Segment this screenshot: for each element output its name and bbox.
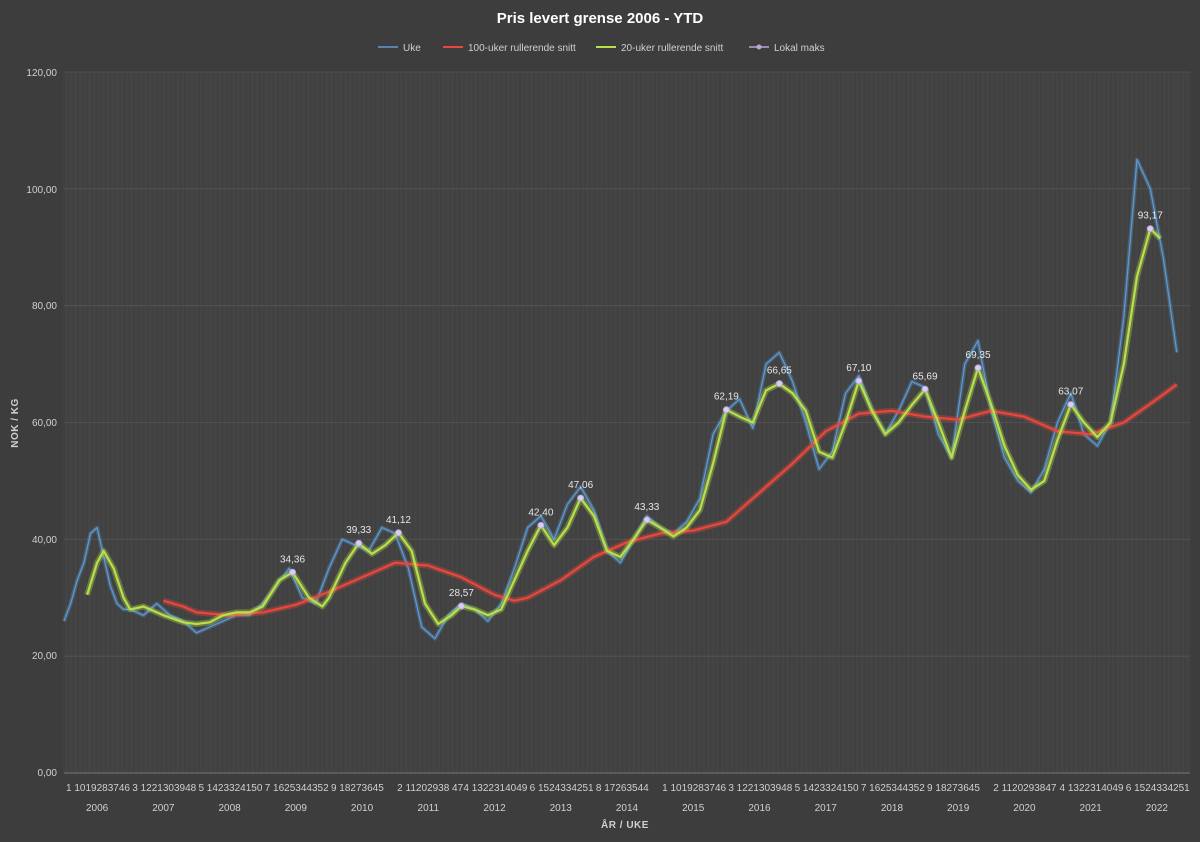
x-axis: 1 1019283746 3 1221303948 5 1423324150 7 16… — [66, 783, 1190, 831]
series-layer — [62, 157, 1179, 641]
year-label: 2013 — [550, 803, 573, 814]
y-tick-label: 80,00 — [32, 301, 57, 312]
y-tick-label: 40,00 — [32, 535, 57, 546]
series-line-2 — [86, 227, 1161, 626]
year-label: 2021 — [1080, 803, 1103, 814]
local-max-label: 62,19 — [714, 392, 739, 403]
local-max-marker — [722, 406, 730, 414]
local-max-marker — [394, 529, 402, 537]
week-tick-label: 4 1322314049 — [1060, 783, 1124, 794]
local-max-label: 66,65 — [767, 366, 792, 377]
year-label: 2018 — [881, 803, 904, 814]
local-max-marker — [1067, 401, 1075, 409]
week-tick-label: 2 11202938 47 — [397, 783, 463, 794]
year-label: 2020 — [1013, 803, 1036, 814]
week-tick-label: 9 18273645 — [927, 783, 980, 794]
local-max-marker — [775, 380, 783, 388]
local-max-label: 28,57 — [449, 588, 474, 599]
y-axis-title: NOK / KG — [10, 398, 21, 448]
year-label: 2008 — [218, 803, 241, 814]
local-max-marker — [289, 568, 297, 576]
local-max-marker — [355, 539, 363, 547]
year-label: 2015 — [682, 803, 705, 814]
year-label: 2012 — [483, 803, 506, 814]
y-tick-label: 0,00 — [38, 768, 58, 779]
week-tick-label: 3 1221303948 — [728, 783, 792, 794]
local-max-marker — [974, 364, 982, 372]
legend-label-20: 20-uker rullerende snitt — [621, 43, 723, 54]
legend-label-lokal-maks: Lokal maks — [774, 43, 825, 54]
year-label: 2010 — [351, 803, 374, 814]
local-max-label: 34,36 — [280, 554, 305, 565]
local-max-marker — [577, 494, 585, 502]
week-tick-label: 7 1625344352 — [265, 783, 329, 794]
year-label: 2019 — [947, 803, 970, 814]
series-line-0 — [63, 159, 1178, 640]
year-tick-labels: 2006 2007 2008 2009 2010 2011 2012 2013 2014 2015… — [86, 803, 1168, 814]
local-max-label: 67,10 — [846, 363, 871, 374]
local-max-marker — [855, 377, 863, 385]
legend-label-uke: Uke — [403, 43, 421, 54]
y-tick-label: 20,00 — [32, 651, 57, 662]
local-max-marker — [537, 521, 545, 529]
local-max-layer: 34,36 39,33 41,12 28,57 42,40 47,06 43,33 62,19… — [280, 211, 1163, 610]
y-tick-label: 120,00 — [26, 68, 57, 79]
year-label: 2017 — [815, 803, 838, 814]
local-max-marker — [1146, 225, 1154, 233]
week-tick-label: 4 1322314049 — [463, 783, 527, 794]
week-tick-label: 8 17263544 — [596, 783, 649, 794]
week-tick-label: 6 1524334251 — [530, 783, 594, 794]
week-tick-labels: 1 1019283746 3 1221303948 5 1423324150 7 16… — [66, 783, 1190, 794]
week-tick-label: 7 1625344352 — [861, 783, 925, 794]
y-axis: 0,00 20,00 40,00 60,00 80,00 100,00 120,… — [10, 68, 57, 779]
y-tick-label: 60,00 — [32, 418, 57, 429]
local-max-label: 42,40 — [528, 507, 553, 518]
x-axis-title: ÅR / UKE — [601, 818, 649, 831]
series-line-1 — [163, 383, 1178, 617]
local-max-label: 69,35 — [966, 350, 991, 361]
week-tick-label: 5 1423324150 — [795, 783, 859, 794]
week-tick-label: 1 1019283746 — [662, 783, 726, 794]
legend-label-100: 100-uker rullerende snitt — [468, 43, 576, 54]
legend-marker-lokal-maks — [756, 44, 762, 50]
year-label: 2006 — [86, 803, 109, 814]
local-max-label: 65,69 — [913, 371, 938, 382]
week-tick-label: 5 1423324150 — [198, 783, 262, 794]
year-label: 2007 — [152, 803, 175, 814]
local-max-label: 47,06 — [568, 480, 593, 491]
week-tick-label: 3 1221303948 — [132, 783, 196, 794]
local-max-marker — [457, 602, 465, 610]
legend: Uke 100-uker rullerende snitt 20-uker ru… — [378, 43, 825, 54]
y-tick-label: 100,00 — [26, 185, 57, 196]
week-tick-label: 9 18273645 — [331, 783, 384, 794]
week-tick-label: 6 1524334251 — [1126, 783, 1190, 794]
year-label: 2009 — [285, 803, 308, 814]
local-max-marker — [643, 516, 651, 524]
chart-title: Pris levert grense 2006 - YTD — [497, 10, 704, 27]
local-max-label: 43,33 — [634, 502, 659, 513]
year-label: 2011 — [418, 803, 440, 814]
local-max-marker — [921, 385, 929, 393]
week-tick-label: 1 1019283746 — [66, 783, 130, 794]
year-label: 2016 — [748, 803, 771, 814]
local-max-label: 41,12 — [386, 515, 411, 526]
local-max-label: 93,17 — [1138, 211, 1163, 222]
local-max-label: 39,33 — [346, 525, 371, 536]
year-label: 2014 — [616, 803, 639, 814]
grid — [63, 71, 1191, 774]
week-tick-label: 2 1120293847 — [993, 783, 1057, 794]
year-label: 2022 — [1146, 803, 1169, 814]
local-max-label: 63,07 — [1058, 387, 1083, 398]
